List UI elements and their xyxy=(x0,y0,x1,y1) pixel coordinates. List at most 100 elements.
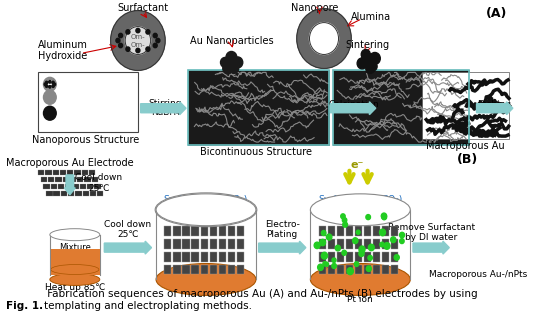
Bar xyxy=(164,226,171,236)
Bar xyxy=(183,252,190,261)
Text: e⁻: e⁻ xyxy=(350,160,363,170)
Bar xyxy=(346,238,353,249)
Bar xyxy=(92,177,98,182)
Bar xyxy=(219,226,226,236)
Bar xyxy=(355,265,362,274)
Bar xyxy=(82,170,88,175)
Circle shape xyxy=(52,81,54,84)
Circle shape xyxy=(335,245,341,251)
Bar xyxy=(174,265,180,274)
Bar xyxy=(60,170,66,175)
Ellipse shape xyxy=(310,194,410,226)
Circle shape xyxy=(326,234,332,240)
Bar xyxy=(228,238,235,249)
Bar xyxy=(174,252,180,261)
Circle shape xyxy=(43,106,56,120)
Text: Om-: Om- xyxy=(131,33,145,39)
Circle shape xyxy=(119,43,123,48)
Polygon shape xyxy=(65,175,75,195)
Bar xyxy=(52,170,59,175)
Circle shape xyxy=(156,38,160,43)
Circle shape xyxy=(126,47,130,51)
Text: Surfactant: Surfactant xyxy=(117,3,168,13)
Bar xyxy=(219,252,226,261)
Circle shape xyxy=(341,214,345,219)
Bar xyxy=(201,238,208,249)
Bar xyxy=(391,238,398,249)
Circle shape xyxy=(53,83,56,86)
Circle shape xyxy=(332,263,336,268)
Bar xyxy=(192,226,199,236)
Bar xyxy=(51,184,57,189)
Circle shape xyxy=(153,43,157,48)
Bar xyxy=(68,191,74,196)
Circle shape xyxy=(321,252,327,259)
Text: Surfactant(C₁₆EO₈): Surfactant(C₁₆EO₈) xyxy=(318,195,403,204)
Text: HAuCl₄: HAuCl₄ xyxy=(70,107,96,116)
Circle shape xyxy=(352,238,358,244)
Circle shape xyxy=(391,237,396,243)
Circle shape xyxy=(359,248,364,253)
Circle shape xyxy=(45,81,48,84)
Ellipse shape xyxy=(156,264,256,295)
Bar xyxy=(164,265,171,274)
Circle shape xyxy=(49,80,51,83)
Bar xyxy=(183,265,190,274)
Circle shape xyxy=(318,264,324,270)
Polygon shape xyxy=(258,241,306,254)
Text: Nanoporous Structure: Nanoporous Structure xyxy=(32,135,139,145)
Circle shape xyxy=(223,63,233,74)
Text: Macroporous Au Electrode: Macroporous Au Electrode xyxy=(6,158,134,168)
Polygon shape xyxy=(140,102,186,115)
Text: Bicontinuous Structure: Bicontinuous Structure xyxy=(200,147,312,157)
Bar xyxy=(48,177,54,182)
Text: Cool down
25℃: Cool down 25℃ xyxy=(104,220,152,239)
Bar xyxy=(188,70,328,145)
Bar xyxy=(237,265,244,274)
Text: Etching: Etching xyxy=(477,100,512,109)
Circle shape xyxy=(43,77,56,91)
Circle shape xyxy=(226,52,237,63)
Circle shape xyxy=(369,62,377,71)
Bar xyxy=(89,170,95,175)
Circle shape xyxy=(347,268,354,275)
Text: Surfactant: Surfactant xyxy=(70,78,110,87)
Circle shape xyxy=(52,85,54,87)
Bar xyxy=(188,70,328,145)
Bar xyxy=(97,191,104,196)
Circle shape xyxy=(111,10,165,70)
Polygon shape xyxy=(331,102,376,115)
Text: Remove Surfactant
by DI water: Remove Surfactant by DI water xyxy=(388,223,475,242)
Text: Cool down
25℃: Cool down 25℃ xyxy=(75,173,122,193)
Text: Macroporous Au-/nPts: Macroporous Au-/nPts xyxy=(429,270,528,279)
Bar xyxy=(228,252,235,261)
Bar xyxy=(355,238,362,249)
Bar xyxy=(73,184,79,189)
Text: Stirring: Stirring xyxy=(148,99,182,108)
Circle shape xyxy=(355,262,359,266)
Text: NaBH₄: NaBH₄ xyxy=(151,108,179,117)
Circle shape xyxy=(394,255,399,260)
Circle shape xyxy=(366,266,371,272)
Bar xyxy=(61,191,67,196)
Bar xyxy=(192,252,199,261)
Polygon shape xyxy=(413,241,449,254)
Bar xyxy=(355,252,362,261)
Text: Heat up 85℃: Heat up 85℃ xyxy=(45,283,105,292)
Bar xyxy=(41,177,47,182)
Bar xyxy=(237,252,244,261)
Circle shape xyxy=(125,27,151,54)
Circle shape xyxy=(46,81,53,88)
Ellipse shape xyxy=(50,273,100,286)
Ellipse shape xyxy=(51,265,99,274)
Bar xyxy=(328,238,335,249)
Bar xyxy=(237,226,244,236)
Polygon shape xyxy=(104,241,152,254)
Ellipse shape xyxy=(310,264,410,295)
Text: Surfactant(C₁₆EO₈): Surfactant(C₁₆EO₈) xyxy=(164,195,248,204)
Text: sec-butoxide: sec-butoxide xyxy=(70,96,119,105)
Circle shape xyxy=(323,262,327,266)
Bar xyxy=(67,170,74,175)
Bar xyxy=(183,238,190,249)
Bar xyxy=(346,252,353,261)
